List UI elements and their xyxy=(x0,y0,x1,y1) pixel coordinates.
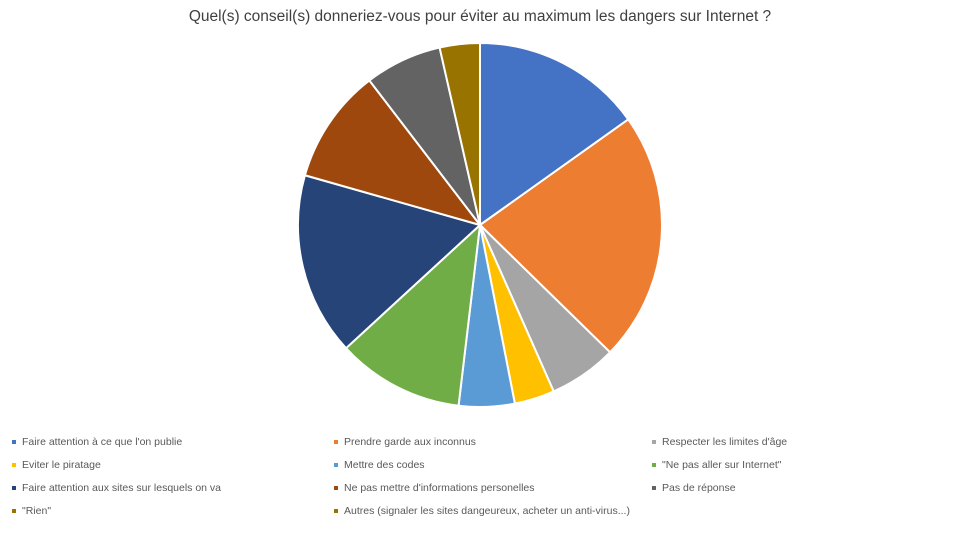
pie-slice-0 xyxy=(479,41,630,227)
pie-slice-1 xyxy=(478,118,663,354)
pie-slice-7 xyxy=(303,79,483,227)
pie-slice-10 xyxy=(438,41,481,226)
pie-slice-6 xyxy=(297,174,482,350)
chart-title: Quel(s) conseil(s) donneriez-vous pour é… xyxy=(188,8,772,25)
pie-slice-5 xyxy=(344,222,482,407)
